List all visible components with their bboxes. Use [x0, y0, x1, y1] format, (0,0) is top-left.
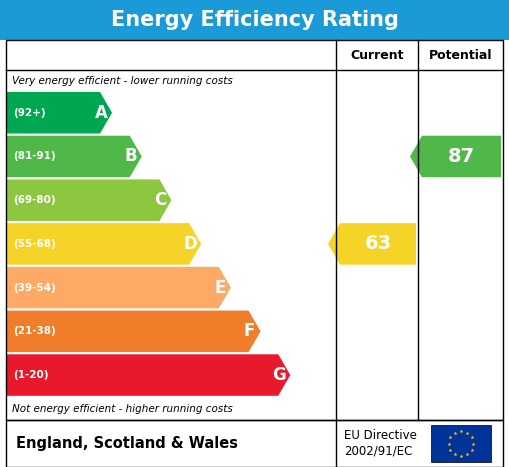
- Polygon shape: [6, 223, 201, 265]
- Text: 87: 87: [448, 147, 475, 166]
- Text: E: E: [214, 279, 225, 297]
- Text: G: G: [272, 366, 286, 384]
- Bar: [0, 0, 509, 40]
- Polygon shape: [6, 92, 112, 134]
- Polygon shape: [6, 267, 231, 308]
- Text: England, Scotland & Wales: England, Scotland & Wales: [16, 436, 238, 451]
- Bar: [6, 420, 503, 467]
- Polygon shape: [6, 179, 172, 221]
- Polygon shape: [6, 311, 261, 352]
- Text: Very energy efficient - lower running costs: Very energy efficient - lower running co…: [12, 76, 233, 86]
- Text: (21-38): (21-38): [13, 326, 56, 336]
- Text: D: D: [183, 235, 197, 253]
- Bar: [6, 40, 503, 420]
- Text: (69-80): (69-80): [13, 195, 55, 205]
- Polygon shape: [410, 136, 501, 177]
- Text: 2002/91/EC: 2002/91/EC: [344, 445, 412, 458]
- Text: (55-68): (55-68): [13, 239, 56, 249]
- Polygon shape: [6, 136, 142, 177]
- Text: Current: Current: [350, 49, 404, 62]
- Text: Potential: Potential: [429, 49, 492, 62]
- Text: 63: 63: [364, 234, 391, 254]
- Text: (39-54): (39-54): [13, 283, 56, 293]
- Text: F: F: [244, 322, 255, 340]
- Text: Energy Efficiency Rating: Energy Efficiency Rating: [110, 10, 399, 30]
- Polygon shape: [328, 223, 416, 265]
- Text: (81-91): (81-91): [13, 151, 55, 162]
- Text: EU Directive: EU Directive: [344, 430, 417, 442]
- Text: (1-20): (1-20): [13, 370, 48, 380]
- Polygon shape: [6, 354, 290, 396]
- Bar: [431, 425, 491, 462]
- Text: A: A: [95, 104, 107, 122]
- Text: Not energy efficient - higher running costs: Not energy efficient - higher running co…: [12, 404, 233, 414]
- Text: C: C: [154, 191, 166, 209]
- Text: (92+): (92+): [13, 108, 46, 118]
- Text: B: B: [124, 148, 137, 165]
